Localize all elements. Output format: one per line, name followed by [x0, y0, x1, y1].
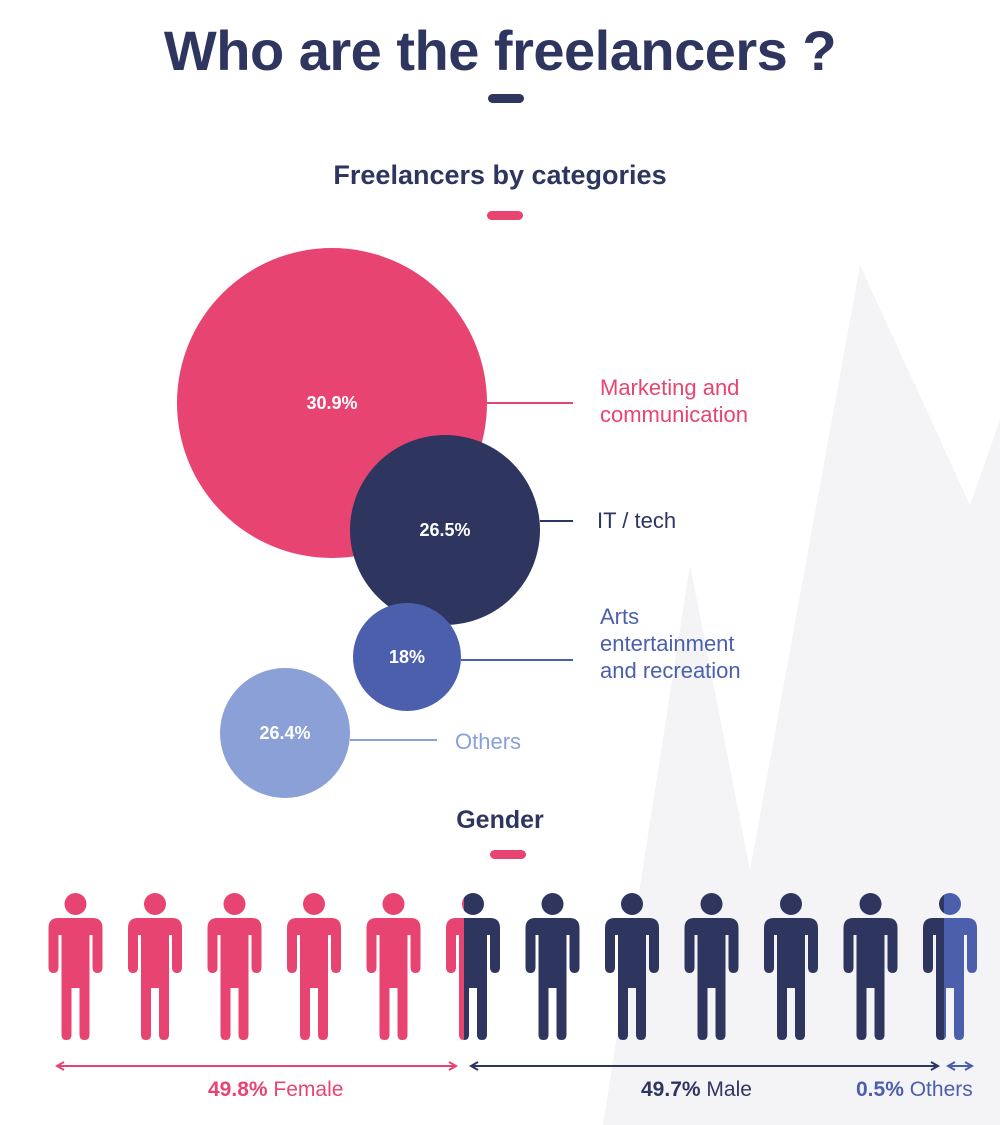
- person-icon: [843, 893, 898, 1040]
- male-range-arrow: [468, 1061, 941, 1071]
- female-legend-label: 49.8% Female: [208, 1078, 343, 1102]
- bubble-it-tech: [350, 435, 540, 625]
- title-underline: [488, 94, 524, 103]
- female-range-arrow: [54, 1061, 459, 1071]
- person-icon: [684, 893, 739, 1040]
- others-percent: 0.5%: [856, 1078, 904, 1101]
- person-icon: [48, 893, 103, 1040]
- categories-title-underline: [487, 211, 523, 220]
- bubble-others: [220, 668, 350, 798]
- others-label: Others: [909, 1078, 973, 1101]
- bubble-arts: [353, 603, 461, 711]
- male-label: Male: [706, 1078, 752, 1101]
- person-icon: [764, 893, 818, 1040]
- male-percent: 49.7%: [641, 1078, 701, 1101]
- others-legend-label: 0.5% Others: [856, 1078, 973, 1102]
- male-legend-label: 49.7% Male: [641, 1078, 752, 1102]
- gender-title-underline: [490, 850, 526, 859]
- person-icon: [366, 893, 421, 1040]
- category-label-arts: Arts entertainment and recreation: [600, 604, 741, 683]
- bubble-value-others: 26.4%: [259, 723, 310, 743]
- person-icon: [128, 893, 182, 1040]
- category-label-others: Others: [455, 729, 522, 754]
- bubble-value-marketing: 30.9%: [306, 393, 357, 413]
- categories-chart-title: Freelancers by categories: [333, 160, 667, 190]
- person-icon: [207, 893, 262, 1040]
- bubble-value-it-tech: 26.5%: [419, 520, 470, 540]
- person-icon: [525, 893, 580, 1040]
- page-title: Who are the freelancers ?: [163, 19, 837, 82]
- female-percent: 49.8%: [208, 1078, 268, 1101]
- person-icon: [605, 893, 659, 1040]
- others-range-arrow: [945, 1061, 975, 1071]
- person-icon: [287, 893, 341, 1040]
- person-icon: [446, 893, 500, 1040]
- female-label: Female: [273, 1078, 344, 1101]
- gender-chart-title: Gender: [456, 806, 544, 834]
- category-label-it-tech: IT / tech: [597, 508, 677, 533]
- bubble-value-arts: 18%: [389, 647, 425, 667]
- category-label-marketing: Marketing and communication: [600, 375, 748, 427]
- person-icon: [923, 893, 977, 1040]
